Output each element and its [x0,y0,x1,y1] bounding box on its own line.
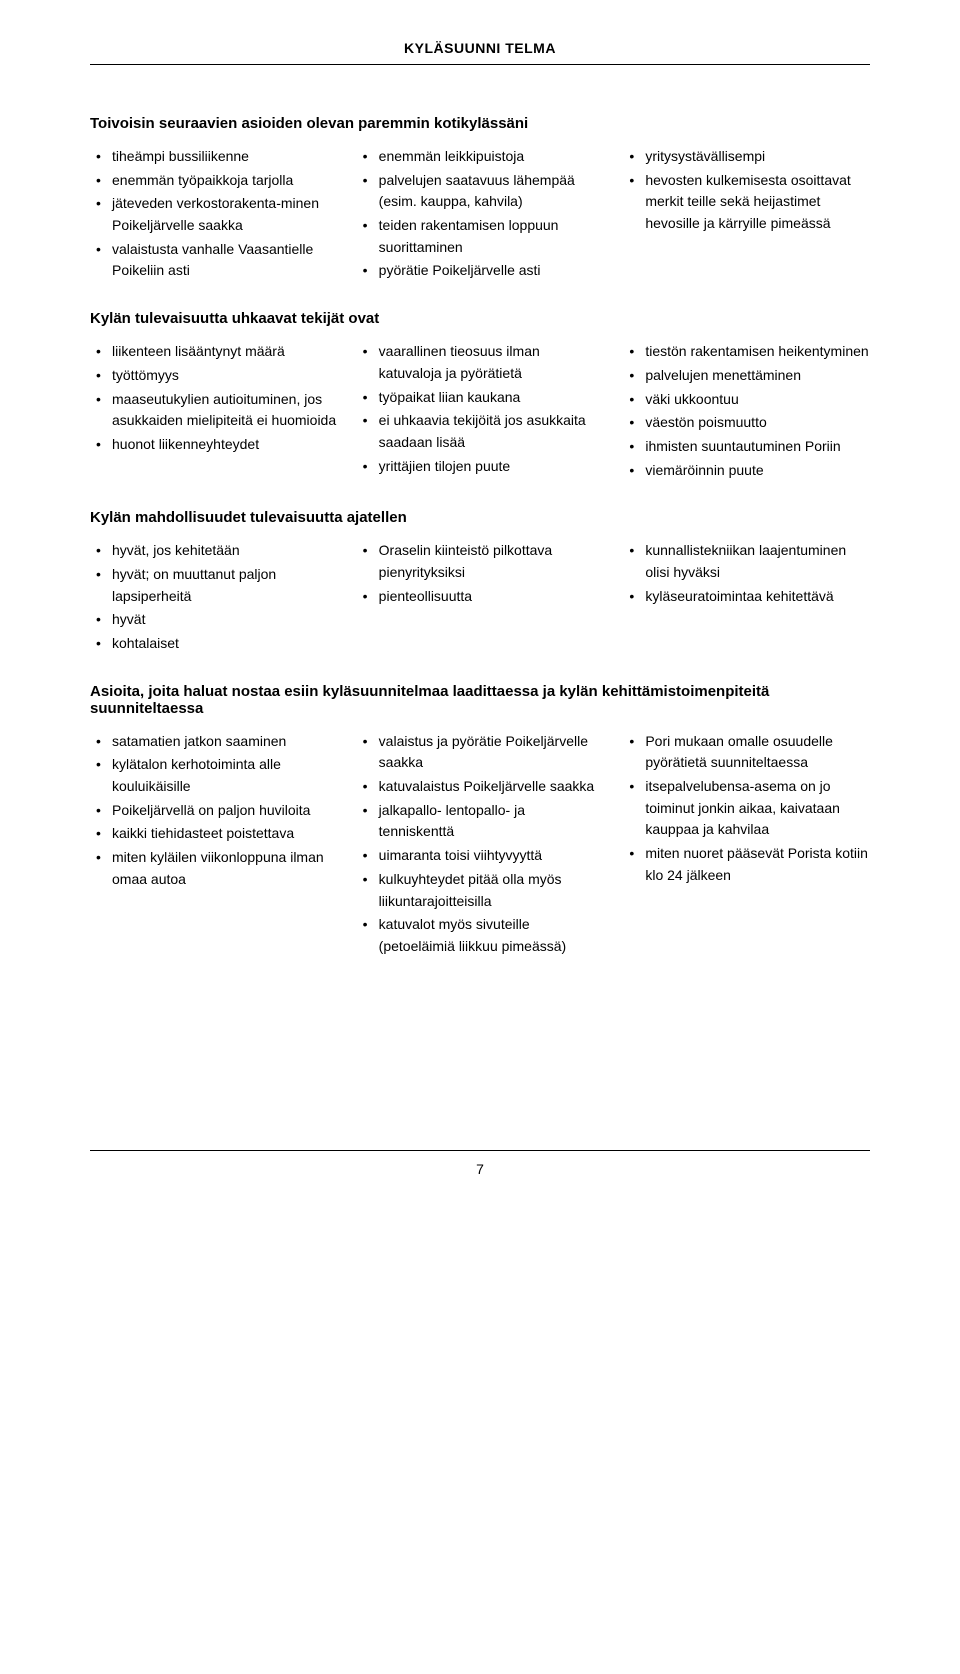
bullet-list: hyvät, jos kehitetäänhyvät; on muuttanut… [90,540,337,654]
list-item: tiestön rakentamisen heikentyminen [623,341,870,363]
column: tiestön rakentamisen heikentyminenpalvel… [623,341,870,483]
section-title: Toivoisin seuraavien asioiden olevan par… [90,115,870,132]
column: vaarallinen tieosuus ilman katuvaloja ja… [357,341,604,483]
list-item: yritysystävällisempi [623,146,870,168]
header-divider [90,64,870,65]
page-header-title: KYLÄSUUNNI TELMA [90,40,870,56]
list-item: palvelujen menettäminen [623,365,870,387]
column: liikenteen lisääntynyt määrätyöttömyysma… [90,341,337,483]
list-item: enemmän leikkipuistoja [357,146,604,168]
bullet-list: Pori mukaan omalle osuudelle pyörätietä … [623,731,870,887]
bullet-list: tiestön rakentamisen heikentyminenpalvel… [623,341,870,481]
list-item: valaistusta vanhalle Vaasantielle Poikel… [90,239,337,282]
list-item: uimaranta toisi viihtyvyyttä [357,845,604,867]
list-item: kylätalon kerhotoiminta alle kouluikäisi… [90,754,337,797]
list-item: hyvät; on muuttanut paljon lapsiperheitä [90,564,337,607]
column: yritysystävällisempihevosten kulkemisest… [623,146,870,284]
list-item: vaarallinen tieosuus ilman katuvaloja ja… [357,341,604,384]
bullet-list: liikenteen lisääntynyt määrätyöttömyysma… [90,341,337,455]
list-item: viemäröinnin puute [623,460,870,482]
list-item: pyörätie Poikeljärvelle asti [357,260,604,282]
list-item: työttömyys [90,365,337,387]
bullet-list: kunnallistekniikan laajentuminen olisi h… [623,540,870,607]
bullet-list: vaarallinen tieosuus ilman katuvaloja ja… [357,341,604,477]
list-item: Pori mukaan omalle osuudelle pyörätietä … [623,731,870,774]
list-item: katuvalot myös sivuteille (petoeläimiä l… [357,914,604,957]
list-item: hyvät [90,609,337,631]
list-item: palvelujen saatavuus lähempää (esim. kau… [357,170,604,213]
section-title: Kylän tulevaisuutta uhkaavat tekijät ova… [90,310,870,327]
section-columns: tiheämpi bussiliikenneenemmän työpaikkoj… [90,146,870,284]
column: enemmän leikkipuistojapalvelujen saatavu… [357,146,604,284]
list-item: ei uhkaavia tekijöitä jos asukkaita saad… [357,410,604,453]
list-item: väestön poismuutto [623,412,870,434]
column: tiheämpi bussiliikenneenemmän työpaikkoj… [90,146,337,284]
page-number: 7 [90,1161,870,1177]
column: satamatien jatkon saaminenkylätalon kerh… [90,731,337,960]
section-title: Asioita, joita haluat nostaa esiin kyläs… [90,683,870,717]
list-item: liikenteen lisääntynyt määrä [90,341,337,363]
column: valaistus ja pyörätie Poikeljärvelle saa… [357,731,604,960]
list-item: itsepalvelubensa-asema on jo toiminut jo… [623,776,870,841]
list-item: satamatien jatkon saaminen [90,731,337,753]
bullet-list: enemmän leikkipuistojapalvelujen saatavu… [357,146,604,282]
list-item: hevosten kulkemisesta osoittavat merkit … [623,170,870,235]
list-item: ihmisten suuntautuminen Poriin [623,436,870,458]
list-item: kyläseuratoimintaa kehitettävä [623,586,870,608]
list-item: yrittäjien tilojen puute [357,456,604,478]
column: hyvät, jos kehitetäänhyvät; on muuttanut… [90,540,337,656]
list-item: väki ukkoontuu [623,389,870,411]
list-item: valaistus ja pyörätie Poikeljärvelle saa… [357,731,604,774]
list-item: tiheämpi bussiliikenne [90,146,337,168]
list-item: katuvalaistus Poikeljärvelle saakka [357,776,604,798]
bullet-list: valaistus ja pyörätie Poikeljärvelle saa… [357,731,604,958]
list-item: jäteveden verkostorakenta-minen Poikeljä… [90,193,337,236]
list-item: työpaikat liian kaukana [357,387,604,409]
list-item: miten kyläilen viikonloppuna ilman omaa … [90,847,337,890]
column: Pori mukaan omalle osuudelle pyörätietä … [623,731,870,960]
bullet-list: tiheämpi bussiliikenneenemmän työpaikkoj… [90,146,337,282]
bullet-list: Oraselin kiinteistö pilkottava pienyrity… [357,540,604,607]
list-item: Poikeljärvellä on paljon huviloita [90,800,337,822]
list-item: huonot liikenneyhteydet [90,434,337,456]
list-item: hyvät, jos kehitetään [90,540,337,562]
footer-divider [90,1150,870,1151]
list-item: Oraselin kiinteistö pilkottava pienyrity… [357,540,604,583]
column: kunnallistekniikan laajentuminen olisi h… [623,540,870,656]
bullet-list: satamatien jatkon saaminenkylätalon kerh… [90,731,337,891]
list-item: kulkuyhteydet pitää olla myös liikuntara… [357,869,604,912]
list-item: enemmän työpaikkoja tarjolla [90,170,337,192]
column: Oraselin kiinteistö pilkottava pienyrity… [357,540,604,656]
bullet-list: yritysystävällisempihevosten kulkemisest… [623,146,870,235]
list-item: kunnallistekniikan laajentuminen olisi h… [623,540,870,583]
list-item: jalkapallo- lentopallo- ja tenniskenttä [357,800,604,843]
list-item: maaseutukylien autioituminen, jos asukka… [90,389,337,432]
list-item: miten nuoret pääsevät Porista kotiin klo… [623,843,870,886]
list-item: kohtalaiset [90,633,337,655]
section-title: Kylän mahdollisuudet tulevaisuutta ajate… [90,509,870,526]
section-columns: hyvät, jos kehitetäänhyvät; on muuttanut… [90,540,870,656]
section-columns: satamatien jatkon saaminenkylätalon kerh… [90,731,870,960]
list-item: teiden rakentamisen loppuun suorittamine… [357,215,604,258]
list-item: kaikki tiehidasteet poistettava [90,823,337,845]
list-item: pienteollisuutta [357,586,604,608]
section-columns: liikenteen lisääntynyt määrätyöttömyysma… [90,341,870,483]
